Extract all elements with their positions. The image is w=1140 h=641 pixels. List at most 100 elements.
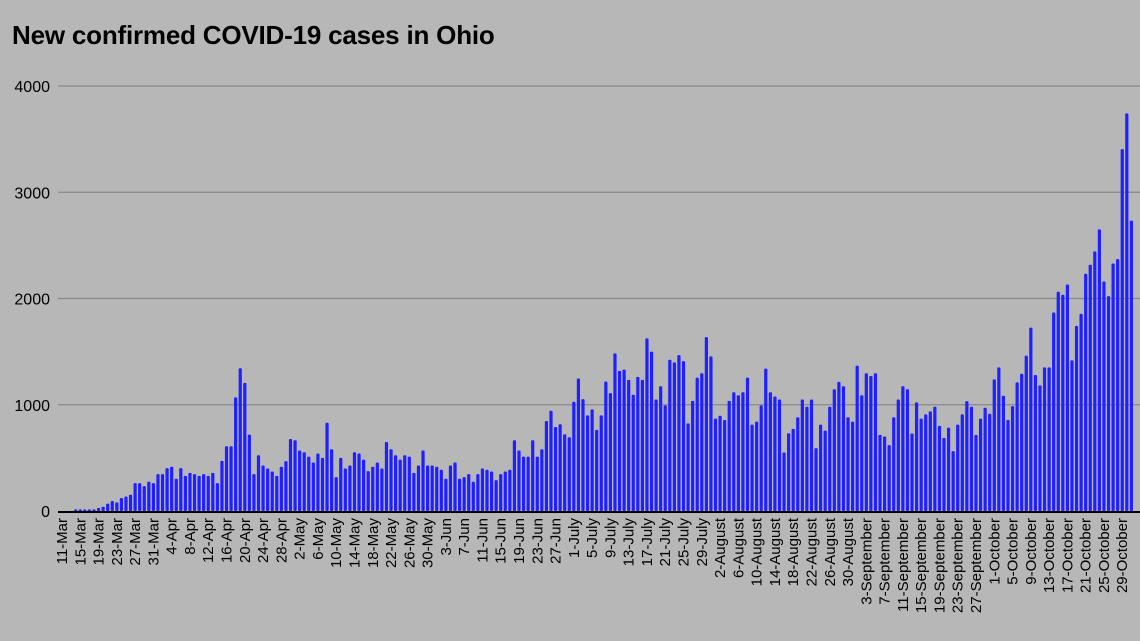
bar: [640, 379, 644, 511]
bar: [645, 338, 649, 511]
bar: [192, 474, 197, 511]
bar: [997, 367, 1001, 511]
bar: [83, 509, 87, 511]
bar: [1006, 419, 1010, 511]
bar: [928, 411, 932, 511]
bar: [416, 465, 421, 511]
bar: [508, 469, 512, 511]
x-tick-label: 10-August: [749, 517, 766, 586]
bar: [1024, 355, 1028, 511]
bar: [78, 509, 82, 511]
bar: [617, 370, 622, 511]
bar: [325, 422, 329, 511]
x-tick-label: 23-Mar: [109, 518, 126, 566]
bar: [942, 437, 946, 511]
bar: [252, 474, 256, 511]
x-tick-label: 22-May: [383, 518, 400, 569]
bar: [924, 414, 928, 511]
bar: [659, 386, 663, 511]
bar: [426, 465, 430, 511]
bar: [284, 461, 288, 511]
y-tick-label: 1000: [14, 398, 50, 415]
x-tick-label: 12-Apr: [200, 518, 217, 563]
x-tick-label: 26-August: [822, 517, 839, 586]
y-tick-label: 4000: [14, 79, 50, 96]
bar: [732, 392, 736, 511]
bar: [764, 368, 768, 511]
bar: [937, 425, 942, 511]
bar: [727, 400, 731, 511]
bar: [362, 459, 366, 511]
bar: [160, 474, 165, 511]
bar: [330, 449, 334, 511]
bar: [823, 430, 827, 511]
bar: [229, 446, 233, 511]
bar: [92, 509, 96, 511]
bar: [412, 472, 416, 511]
bar: [978, 418, 983, 511]
bar: [343, 468, 347, 511]
x-tick-label: 13-October: [1041, 518, 1058, 593]
x-tick-label: 5-October: [1005, 518, 1022, 585]
bar: [526, 456, 530, 511]
bar: [567, 437, 571, 511]
x-tick-label: 14-May: [346, 518, 363, 569]
bar: [663, 405, 667, 511]
bar: [170, 466, 174, 511]
bar: [1015, 382, 1019, 511]
bar: [371, 466, 375, 511]
bar: [558, 424, 562, 511]
x-tick-label: 7-Jun: [456, 518, 473, 556]
bar: [220, 460, 224, 511]
bar: [74, 509, 78, 511]
x-tick-label: 21-July: [657, 518, 674, 567]
x-tick-label: 31-Mar: [145, 518, 162, 566]
bar: [832, 389, 836, 511]
bar: [151, 483, 155, 511]
x-tick-label: 13-July: [621, 518, 638, 567]
bar: [115, 502, 119, 511]
x-tick-label: 30-May: [420, 518, 437, 569]
x-tick-label: 17-July: [639, 518, 656, 567]
bar: [247, 434, 251, 511]
x-tick-label: 28-Apr: [273, 518, 290, 563]
x-tick-label: 3-Jun: [438, 518, 455, 556]
bar: [302, 452, 306, 511]
x-tick-label: 29-July: [694, 518, 711, 567]
bar: [179, 468, 183, 511]
bar: [814, 448, 818, 511]
x-tick-label: 25-July: [676, 518, 693, 567]
bar: [128, 494, 133, 511]
bar: [654, 399, 658, 511]
bar: [165, 468, 169, 511]
bar: [1061, 294, 1065, 511]
bar: [713, 418, 718, 511]
bar: [896, 399, 900, 511]
bar: [138, 483, 142, 511]
x-tick-label: 21-October: [1078, 518, 1095, 593]
bar: [106, 503, 110, 511]
bar: [494, 480, 498, 511]
bar: [174, 478, 178, 511]
x-tick-label: 5-July: [584, 518, 601, 559]
bar: [1042, 367, 1047, 511]
x-tick-label: 15-September: [913, 518, 930, 613]
bar: [1047, 367, 1051, 511]
x-tick-label: 11-Jun: [474, 518, 491, 563]
bar: [389, 449, 393, 511]
bar: [471, 481, 475, 511]
bar: [581, 399, 585, 511]
bar: [750, 424, 754, 511]
bar: [398, 459, 402, 511]
bar: [883, 436, 887, 511]
x-tick-label: 6-May: [310, 518, 327, 560]
bar: [485, 469, 489, 511]
bar: [1074, 325, 1079, 511]
bar: [892, 417, 896, 511]
bar: [352, 452, 357, 511]
x-tick-label: 9-July: [602, 518, 619, 559]
bar: [1010, 406, 1015, 511]
bar: [622, 369, 626, 511]
bar: [608, 393, 612, 511]
